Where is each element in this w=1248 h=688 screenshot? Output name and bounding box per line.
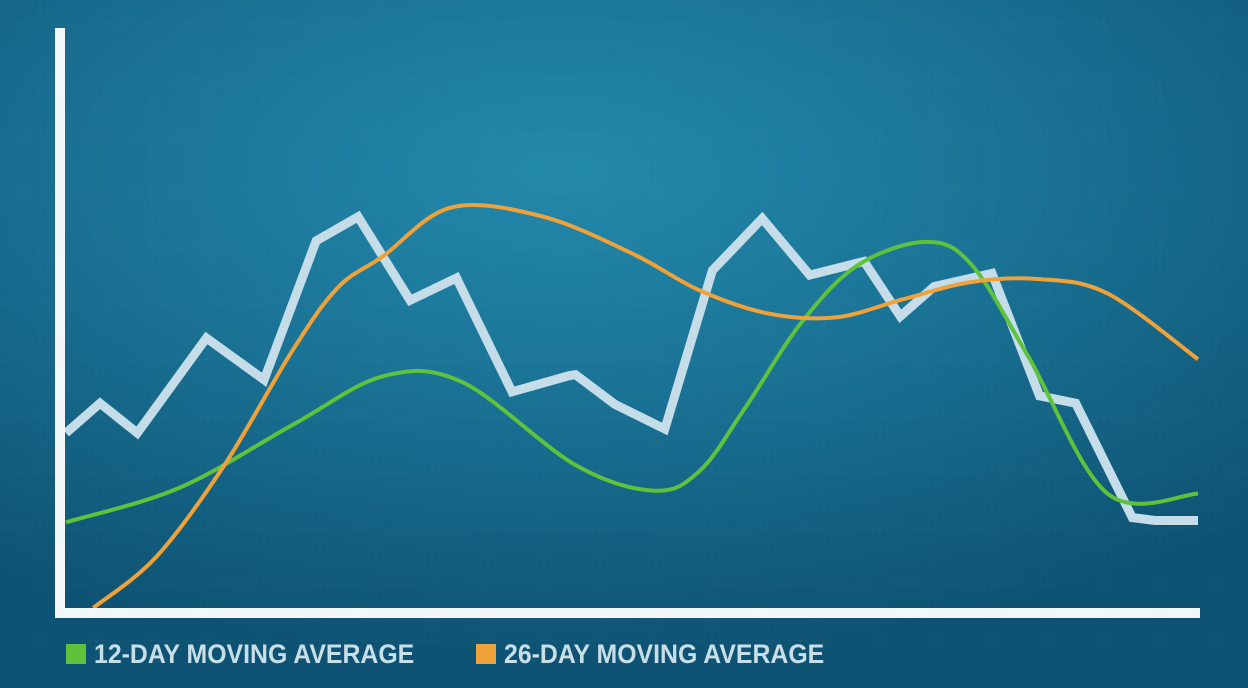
legend-swatch-26-day [476,644,497,664]
chart-legend: 12-DAY MOVING AVERAGE 26-DAY MOVING AVER… [66,636,886,672]
legend-label-26-day: 26-DAY MOVING AVERAGE [504,638,825,669]
legend-swatch-12-day [66,644,86,664]
ma26-line [91,203,1200,610]
legend-item-26-day: 26-DAY MOVING AVERAGE [476,639,852,670]
legend-item-12-day: 12-DAY MOVING AVERAGE [66,639,442,670]
chart-axes [55,28,1200,618]
price-line [63,210,1198,525]
series-layer [63,203,1200,610]
ma12-line [65,239,1199,525]
legend-label-12-day: 12-DAY MOVING AVERAGE [94,638,415,669]
